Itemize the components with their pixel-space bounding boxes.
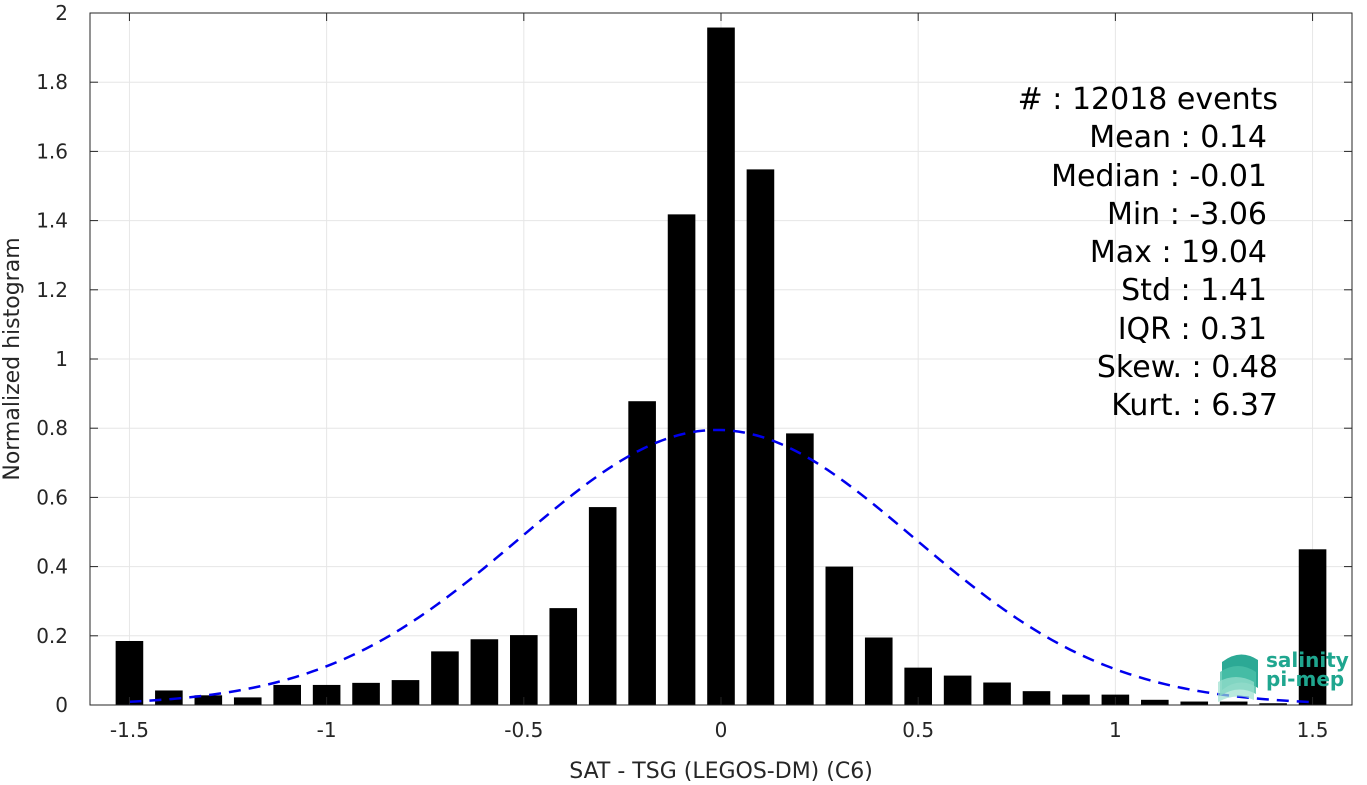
histogram-bar bbox=[391, 680, 420, 705]
histogram-bar bbox=[1259, 703, 1287, 705]
stat-min: Min : -3.06 bbox=[1107, 197, 1267, 232]
histogram-bar bbox=[470, 639, 499, 705]
stat-iqr: IQR : 0.31 bbox=[1118, 312, 1267, 347]
stat-median: Median : -0.01 bbox=[1051, 159, 1267, 194]
histogram-bar bbox=[194, 695, 223, 705]
histogram-bar bbox=[155, 690, 183, 705]
y-axis-label: Normalized histogram bbox=[0, 237, 25, 480]
logo-text-salinity: salinity bbox=[1266, 648, 1349, 672]
histogram-bar bbox=[983, 682, 1011, 705]
histogram-bar bbox=[1180, 701, 1209, 705]
y-tick-label: 1.6 bbox=[36, 139, 68, 163]
y-tick-label: 0.8 bbox=[36, 416, 68, 440]
histogram-bar bbox=[115, 640, 144, 705]
histogram-bar bbox=[510, 635, 538, 705]
histogram-bar bbox=[1062, 694, 1090, 705]
statistics-box: # : 12018 events Mean : 0.14 Median : -0… bbox=[1018, 82, 1278, 423]
logo-text-pi-mep: pi-mep bbox=[1266, 667, 1344, 691]
histogram-bar bbox=[233, 697, 262, 705]
histogram-bar bbox=[825, 566, 854, 705]
x-tick-label: -1 bbox=[317, 718, 337, 742]
x-tick-label: -0.5 bbox=[504, 718, 543, 742]
histogram-bar bbox=[352, 682, 380, 705]
histogram-bar bbox=[588, 507, 617, 705]
x-tick-label: 0.5 bbox=[902, 718, 934, 742]
x-tick-label: 1.5 bbox=[1297, 718, 1329, 742]
histogram-bar bbox=[312, 684, 341, 705]
y-tick-label: 1.8 bbox=[36, 70, 68, 94]
normal-fit-curve bbox=[129, 428, 1313, 704]
histogram-bar bbox=[273, 684, 301, 705]
bars bbox=[115, 27, 1327, 706]
y-tick-label: 1 bbox=[55, 347, 68, 371]
histogram-bar bbox=[549, 608, 578, 705]
stat-max: Max : 19.04 bbox=[1090, 235, 1267, 270]
histogram-bar bbox=[667, 214, 696, 705]
y-tick-label: 0 bbox=[55, 693, 68, 717]
y-tick-label: 0.6 bbox=[36, 485, 68, 509]
stat-events: # : 12018 events bbox=[1018, 82, 1278, 117]
histogram-bar bbox=[943, 675, 972, 705]
x-axis-label: SAT - TSG (LEGOS-DM) (C6) bbox=[569, 759, 873, 784]
y-tick-label: 1.2 bbox=[36, 278, 68, 302]
x-tick-label: -1.5 bbox=[110, 718, 149, 742]
salinity-pi-mep-logo: salinity pi-mep bbox=[1218, 648, 1349, 702]
logo-wave-icon bbox=[1218, 654, 1258, 702]
x-tick-label: 1 bbox=[1109, 718, 1122, 742]
y-tick-label: 2 bbox=[55, 1, 68, 25]
histogram-bar bbox=[431, 651, 459, 705]
histogram-bar bbox=[1141, 699, 1169, 705]
histogram-bar bbox=[1298, 549, 1327, 705]
histogram-bar bbox=[1022, 691, 1051, 705]
stat-skew: Skew. : 0.48 bbox=[1097, 350, 1278, 385]
histogram-bar bbox=[786, 433, 814, 705]
histogram-bar bbox=[1219, 701, 1248, 705]
stat-std: Std : 1.41 bbox=[1121, 273, 1267, 308]
y-tick-label: 0.4 bbox=[36, 555, 68, 579]
y-axis-ticks: 0 0.2 0.4 0.6 0.8 1 1.2 1.4 1.6 1.8 2 bbox=[36, 1, 1352, 717]
y-tick-label: 1.4 bbox=[36, 209, 68, 233]
stat-kurt: Kurt. : 6.37 bbox=[1111, 388, 1278, 423]
x-axis-ticks: -1.5 -1 -0.5 0 0.5 1 1.5 bbox=[110, 13, 1329, 742]
x-tick-label: 0 bbox=[715, 718, 728, 742]
histogram-bar bbox=[707, 27, 735, 706]
histogram-bar bbox=[628, 401, 656, 705]
y-tick-label: 0.2 bbox=[36, 624, 68, 648]
histogram-bar bbox=[864, 637, 893, 705]
stat-mean: Mean : 0.14 bbox=[1089, 120, 1267, 155]
